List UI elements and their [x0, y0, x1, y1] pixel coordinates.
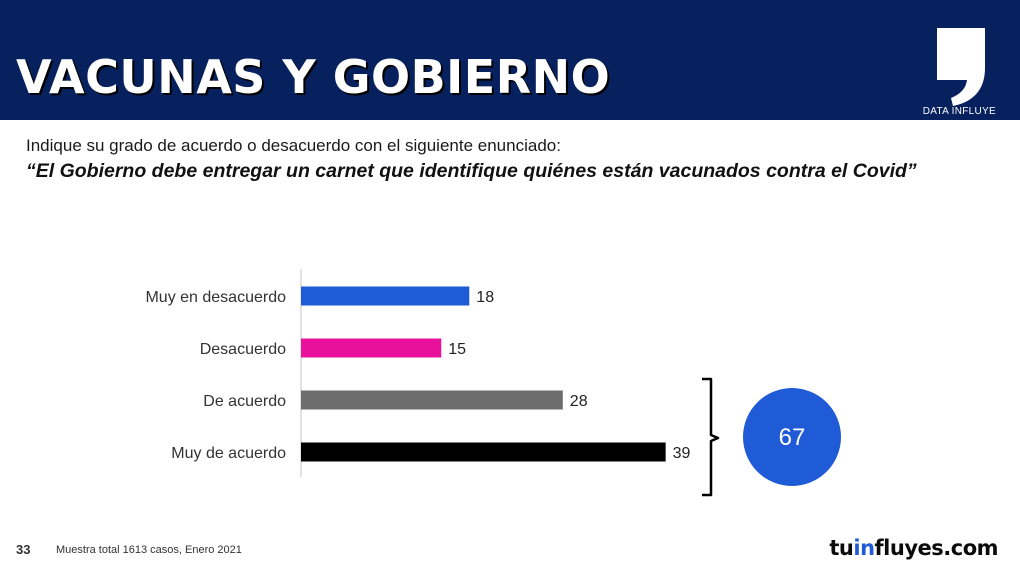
bar-value-label: 28 [570, 393, 588, 410]
bar [301, 390, 563, 410]
page-title: VACUNAS Y GOBIERNO [16, 50, 611, 104]
footer-brand-logo: tuinfluyes.com [829, 536, 998, 560]
header-banner: VACUNAS Y GOBIERNO DATA INFLUYE [0, 0, 1020, 120]
agreement-bracket [702, 377, 720, 497]
agreement-total-label: 67 [779, 424, 806, 451]
bar [301, 442, 666, 462]
brand-accent: in [853, 536, 875, 560]
brand-prefix: tu [829, 536, 854, 560]
category-label: Desacuerdo [200, 341, 286, 358]
bar-chart: Muy en desacuerdo 18 Desacuerdo 15 De acuerd… [145, 269, 841, 497]
category-label: De acuerdo [203, 393, 286, 410]
survey-question: Indique su grado de acuerdo o desacuerdo… [26, 136, 561, 155]
bar-value-label: 39 [673, 445, 691, 462]
bar-value-label: 15 [448, 341, 466, 358]
brand-suffix: fluyes.com [874, 536, 999, 560]
page-number: 33 [16, 542, 31, 557]
brand-comma-logo [937, 28, 985, 106]
agreement-total-circle [743, 388, 841, 486]
bar-value-label: 18 [476, 289, 494, 306]
bar [301, 338, 442, 358]
sample-note: Muestra total 1613 casos, Enero 2021 [56, 544, 242, 556]
category-label: Muy en desacuerdo [145, 289, 286, 306]
brand-label: DATA INFLUYE [922, 106, 996, 117]
survey-statement: “El Gobierno debe entregar un carnet que… [26, 160, 917, 182]
bar [301, 286, 470, 306]
category-label: Muy de acuerdo [171, 445, 286, 462]
